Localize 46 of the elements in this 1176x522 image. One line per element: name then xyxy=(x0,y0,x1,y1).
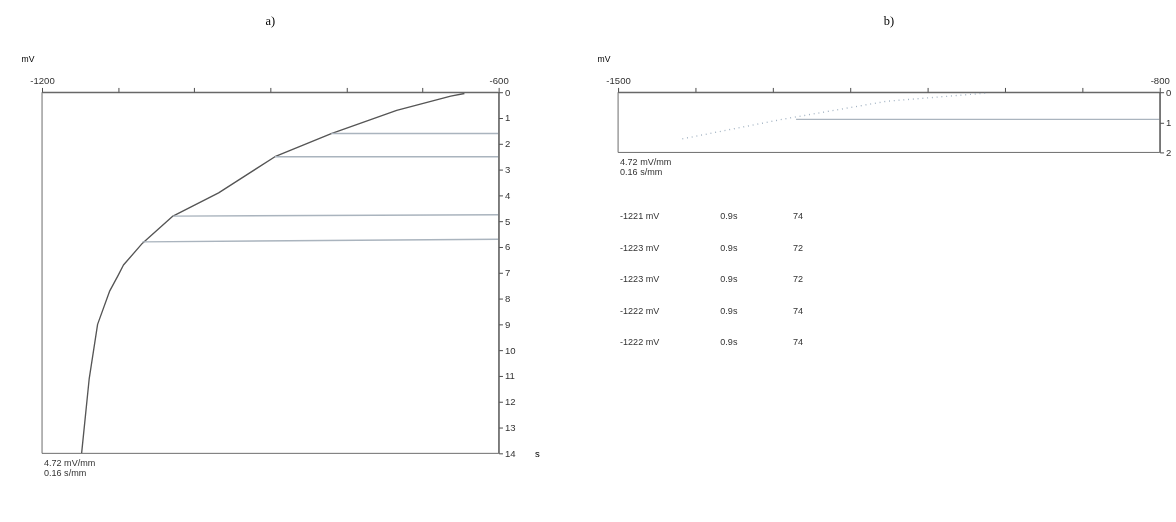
y-tick-label: 7 xyxy=(504,267,511,279)
x-axis-title: mV xyxy=(21,54,35,65)
text: 74 xyxy=(792,305,804,316)
text: 72 xyxy=(792,242,804,253)
text: 0.9s xyxy=(720,337,738,348)
text: 74 xyxy=(792,211,804,222)
x-axis-title: mV xyxy=(597,54,611,65)
y-tick-label: 2 xyxy=(1165,146,1172,158)
text: 0.9s xyxy=(720,274,738,285)
y-tick-label: 4 xyxy=(504,189,511,201)
y-tick-label: 11 xyxy=(504,370,515,382)
y-tick-label: 5 xyxy=(504,215,511,227)
x-tick-label: -1200 xyxy=(30,75,55,87)
y-tick-label: 0 xyxy=(1165,86,1172,98)
y-tick-label: 9 xyxy=(504,318,511,330)
text: -1223 mV xyxy=(620,242,660,253)
x-tick-label: -1500 xyxy=(606,75,631,87)
y-tick-label: 14 xyxy=(504,447,517,459)
chart-title: a) xyxy=(265,14,276,29)
text: -1223 mV xyxy=(620,274,660,285)
y-axis-title: s xyxy=(534,447,540,459)
text: 0.9s xyxy=(720,305,738,316)
y-tick-label: 6 xyxy=(504,241,511,253)
chart-title: b) xyxy=(883,14,895,29)
y-tick-label: 8 xyxy=(504,292,511,304)
text: 72 xyxy=(792,274,804,285)
y-tick-label: 1 xyxy=(504,112,511,124)
text: 0.9s xyxy=(720,211,738,222)
y-tick-label: 3 xyxy=(504,163,511,175)
y-tick-label: 1 xyxy=(1165,116,1172,128)
y-tick-label: 10 xyxy=(504,344,516,356)
y-tick-label: 13 xyxy=(504,421,516,433)
text: -1221 mV xyxy=(620,211,660,222)
x-tick-label: -800 xyxy=(1150,75,1170,87)
text: 4.72 mV/mm xyxy=(43,457,96,468)
text: 0.9s xyxy=(720,242,738,253)
text: 0.16 s/mm xyxy=(620,167,663,178)
text: 0.16 s/mm xyxy=(43,468,87,479)
text: -1222 mV xyxy=(620,337,660,348)
x-tick-label: -600 xyxy=(489,75,509,87)
y-tick-label: 2 xyxy=(504,138,511,150)
y-tick-label: 12 xyxy=(504,396,516,408)
text: 74 xyxy=(792,337,804,348)
text: -1222 mV xyxy=(620,305,660,316)
y-tick-label: 0 xyxy=(504,86,511,98)
text: 4.72 mV/mm xyxy=(620,156,672,167)
